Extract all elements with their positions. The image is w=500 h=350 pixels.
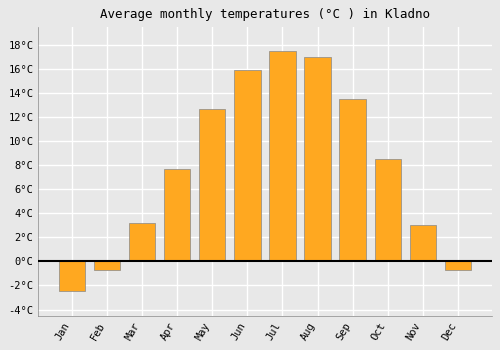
Bar xyxy=(129,223,156,261)
Bar xyxy=(234,70,260,261)
Title: Average monthly temperatures (°C ) in Kladno: Average monthly temperatures (°C ) in Kl… xyxy=(100,8,430,21)
Bar xyxy=(270,51,295,261)
Bar xyxy=(304,57,330,261)
Bar xyxy=(374,159,401,261)
Bar xyxy=(199,108,226,261)
Bar xyxy=(164,169,190,261)
Bar xyxy=(410,225,436,261)
Bar xyxy=(444,261,471,270)
Bar xyxy=(94,261,120,270)
Bar xyxy=(59,261,85,292)
Bar xyxy=(340,99,366,261)
